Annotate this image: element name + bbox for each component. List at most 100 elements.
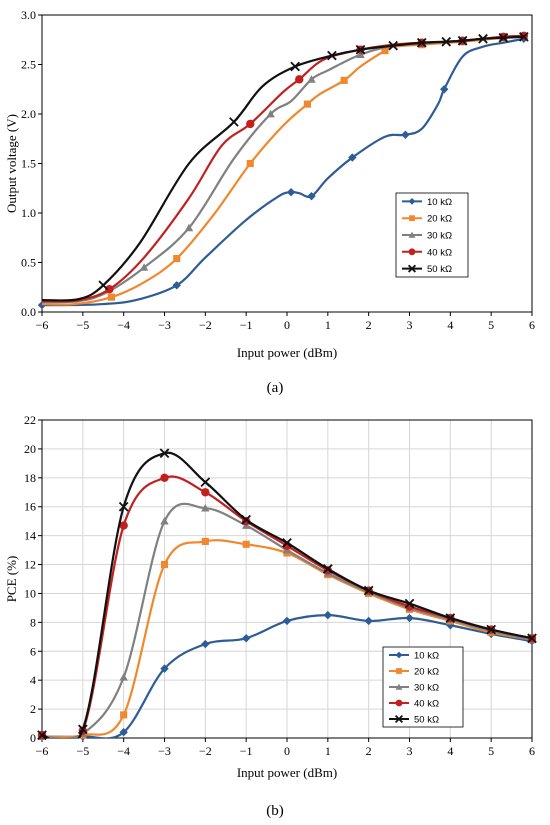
series-10-kohm [37,34,529,310]
y-tick-label: 18 [24,471,36,485]
data-point-marker [290,61,301,72]
data-point-marker [201,503,210,512]
data-point-marker [388,40,399,51]
data-point-marker [201,537,209,545]
data-point-marker [322,564,333,574]
legend-marker [408,231,416,238]
legend-label: 40 kΩ [427,247,452,258]
legend-label: 40 kΩ [414,699,439,710]
x-tick-label: −3 [158,318,171,332]
legend-marker [409,215,415,222]
legend-entry: 20 kΩ [389,667,439,678]
data-point-marker [160,473,169,483]
y-tick-label: 3.0 [21,8,36,22]
data-point-marker [364,616,373,626]
x-tick-label: 6 [529,744,535,758]
legend-marker [408,248,416,256]
y-tick-label: 0.0 [21,305,36,319]
y-tick-label: 0.5 [21,256,36,270]
legend-entry: 10 kΩ [402,197,452,208]
data-point-marker [241,634,251,643]
data-point-marker [363,585,374,596]
x-tick-label: −5 [76,318,89,332]
x-tick-label: −1 [240,318,253,332]
y-tick-label: 14 [24,529,36,543]
data-point-marker [266,109,275,118]
data-point-marker [139,263,149,271]
x-tick-label: −4 [117,744,130,758]
data-point-marker [282,538,292,548]
data-point-marker [527,633,537,644]
data-point-marker [242,540,250,548]
data-point-marker [307,191,316,201]
data-point-marker [405,613,414,623]
x-tick-label: −3 [158,744,171,758]
data-point-marker [98,280,109,291]
x-tick-label: 5 [488,744,494,758]
data-point-marker [416,37,427,48]
legend-label: 30 kΩ [427,231,452,242]
legend-marker [407,264,417,273]
x-tick-label: 5 [488,318,494,332]
data-point-marker [119,521,128,530]
series-line [42,37,525,307]
data-point-marker [201,488,210,497]
x-tick-label: −4 [117,318,130,332]
legend-marker [394,714,404,724]
x-tick-label: −2 [199,318,212,332]
x-tick-label: −6 [36,744,49,758]
legend-entry: 50 kΩ [389,715,439,726]
legend-label: 10 kΩ [414,651,439,662]
data-point-marker [327,50,337,61]
data-point-marker [172,281,181,290]
x-tick-label: 2 [366,744,372,758]
legend-label: 10 kΩ [427,197,452,208]
series-line [42,451,532,738]
data-point-marker [303,100,311,108]
y-axis-label: Output voltage (V) [4,114,19,213]
legend-label: 30 kΩ [414,683,439,694]
data-point-marker [295,75,304,84]
x-tick-label: −2 [199,744,212,758]
y-tick-label: 4 [30,673,36,687]
y-tick-label: 2.5 [21,58,36,72]
legend-label: 50 kΩ [427,264,452,275]
data-point-marker [518,31,529,42]
legend-entry: 50 kΩ [402,264,452,275]
legend-marker [395,683,403,690]
y-tick-label: 0 [30,731,36,745]
data-point-marker [119,673,128,681]
data-point-marker [160,560,169,569]
data-point-marker [160,516,169,525]
x-tick-label: 0 [284,744,290,758]
axis-ticks: −6 −5 −4 −3 −2 −1 0 1 2 3 4 5 6 0.0 0.5 1.0 1.5 2.0 2.5 3.0 [21,8,535,332]
data-point-marker [246,159,254,168]
data-point-marker [160,664,169,673]
x-tick-label: 4 [447,744,453,758]
data-point-marker [120,711,128,719]
data-point-marker [404,598,415,609]
x-tick-label: −6 [36,318,49,332]
data-point-marker [107,293,115,301]
legend-label: 50 kΩ [414,715,439,726]
data-point-marker [37,730,47,740]
data-point-marker [348,153,357,162]
panel-a-output-voltage-chart: −6 −5 −4 −3 −2 −1 0 1 2 3 4 5 6 0.0 0.5 1.0 1.5 2.0 2.5 3.0… [4,8,535,396]
legend-entry: 30 kΩ [402,231,452,242]
legend-entry: 20 kΩ [402,214,452,225]
y-tick-label: 10 [24,586,36,600]
x-tick-label: −1 [240,744,253,758]
y-tick-label: 2.0 [21,107,36,121]
data-point-marker [445,613,456,623]
legend-entry: 10 kΩ [389,651,439,662]
x-tick-label: 6 [529,318,535,332]
data-point-marker [486,624,497,635]
y-tick-label: 1.0 [21,206,36,220]
data-point-marker [119,728,128,737]
x-axis-label: Input power (dBm) [237,345,337,360]
x-tick-label: 2 [366,318,372,332]
data-point-marker [159,448,170,459]
data-point-marker [173,254,181,263]
